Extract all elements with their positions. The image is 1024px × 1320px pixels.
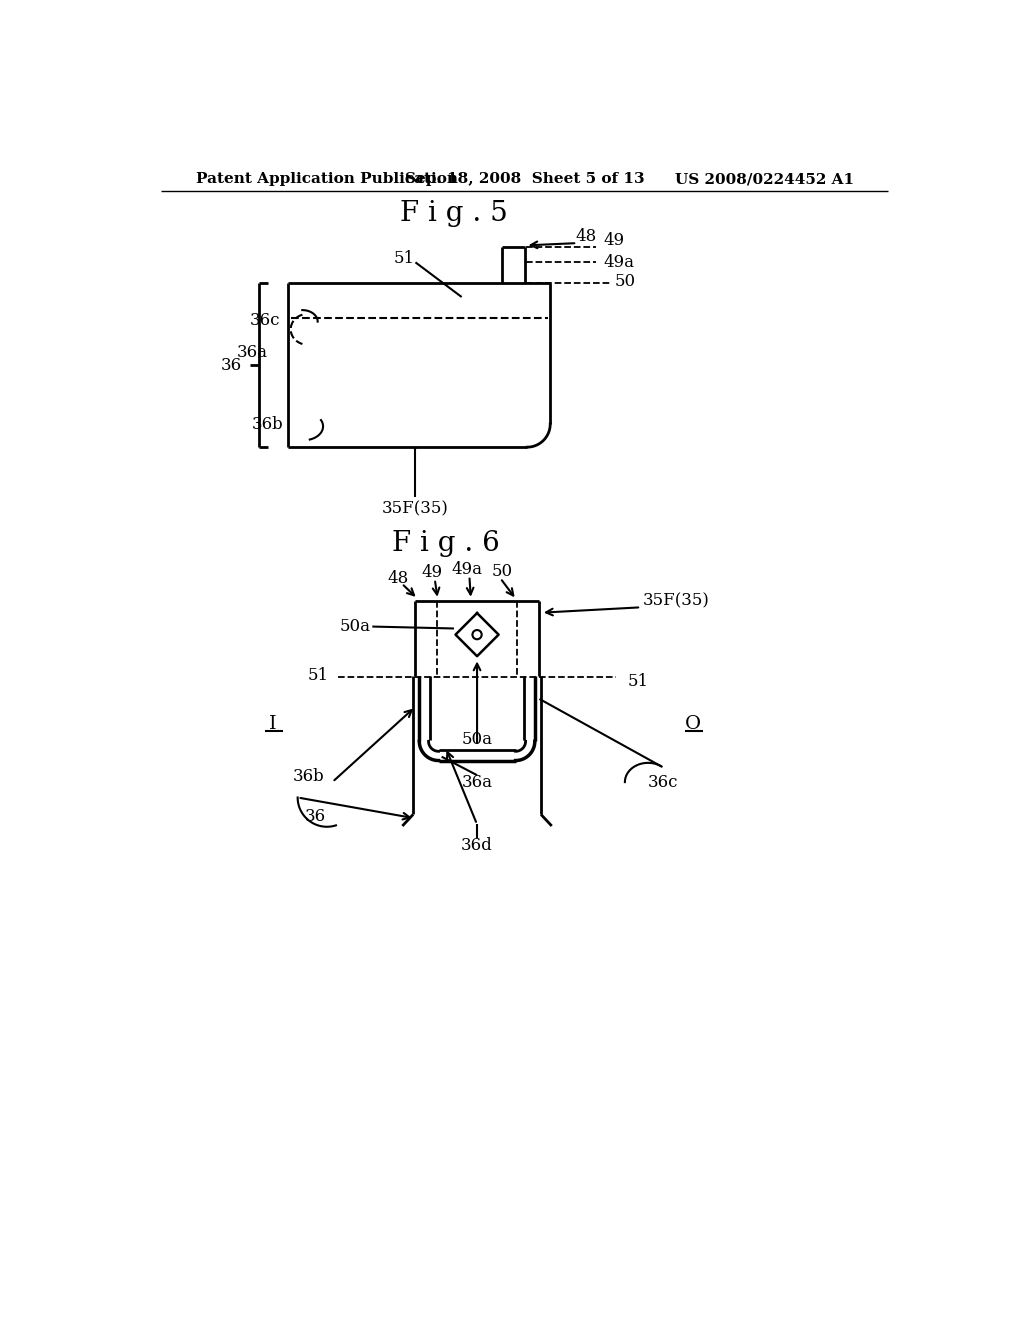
Text: 35F(35): 35F(35) (643, 593, 710, 610)
Text: 36: 36 (221, 356, 243, 374)
Text: 49: 49 (422, 564, 443, 581)
Text: Patent Application Publication: Patent Application Publication (196, 172, 458, 186)
Text: 49a: 49a (452, 561, 482, 578)
Text: 51: 51 (308, 668, 330, 684)
Text: F i g . 5: F i g . 5 (400, 201, 508, 227)
Text: 35F(35): 35F(35) (382, 500, 449, 517)
Text: 51: 51 (628, 673, 648, 690)
Text: 48: 48 (575, 228, 597, 246)
Text: 36d: 36d (461, 837, 493, 854)
Text: 36c: 36c (250, 312, 281, 329)
Text: 48: 48 (388, 569, 410, 586)
Text: 36: 36 (305, 808, 326, 825)
Text: 36c: 36c (648, 774, 679, 791)
Text: 51: 51 (393, 249, 415, 267)
Text: 50a: 50a (340, 618, 371, 635)
Text: I: I (269, 715, 276, 734)
Text: 49a: 49a (603, 253, 634, 271)
Text: F i g . 6: F i g . 6 (392, 529, 500, 557)
Text: US 2008/0224452 A1: US 2008/0224452 A1 (675, 172, 854, 186)
Text: 36b: 36b (251, 416, 283, 433)
Text: 50a: 50a (462, 731, 493, 748)
Text: 36b: 36b (293, 768, 325, 785)
Text: 50: 50 (614, 273, 636, 290)
Text: O: O (685, 715, 700, 734)
Text: 50: 50 (492, 564, 513, 581)
Text: 36a: 36a (462, 774, 493, 791)
Text: 49: 49 (603, 232, 625, 249)
Text: 36a: 36a (237, 345, 267, 360)
Text: Sep. 18, 2008  Sheet 5 of 13: Sep. 18, 2008 Sheet 5 of 13 (404, 172, 645, 186)
